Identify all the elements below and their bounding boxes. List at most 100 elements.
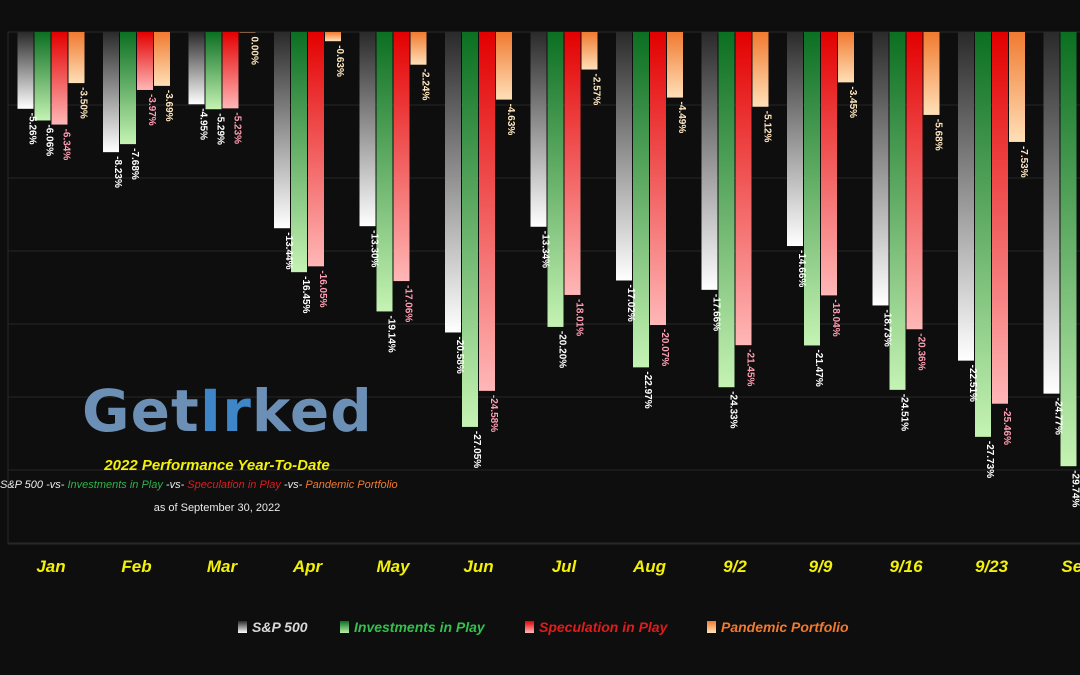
bar-sip-0	[51, 32, 68, 125]
value-label-sip-9: -18.04%	[830, 299, 841, 336]
bar-ip-6	[547, 32, 564, 327]
value-label-ip-9: -21.47%	[813, 349, 824, 386]
bar-sp-2	[188, 32, 205, 105]
value-label-sp-6: -13.34%	[540, 231, 551, 268]
legend-swatch-sp	[238, 621, 247, 633]
bar-ip-5	[462, 32, 478, 427]
legend-label-sp: S&P 500	[252, 619, 308, 635]
bar-sip-2	[222, 32, 239, 109]
logo-part-ir: Ir	[199, 377, 252, 445]
bar-ip-11	[975, 32, 991, 437]
category-label-1: Feb	[121, 557, 151, 576]
vs-separator-1: -vs-	[43, 479, 68, 491]
value-label-sip-8: -21.45%	[745, 349, 756, 386]
value-label-ip-2: -5.29%	[215, 113, 226, 145]
value-label-sp-12: -24.77%	[1053, 398, 1064, 435]
value-label-pp-0: -3.50%	[78, 87, 89, 119]
series-comparison-line: S&P 500 -vs- Investments in Play -vs- Sp…	[0, 479, 398, 491]
bar-pp-11	[1009, 32, 1025, 142]
bar-ip-12	[1060, 32, 1077, 467]
legend-swatch-ip	[340, 621, 349, 633]
bar-sip-8	[735, 32, 752, 346]
category-label-12: Sep	[1061, 557, 1080, 576]
bar-sp-8	[701, 32, 718, 290]
grid-lines	[7, 31, 1080, 545]
value-label-ip-6: -20.20%	[557, 331, 568, 368]
value-label-pp-2: 0.00%	[249, 37, 260, 65]
vs-separator-3: -vs-	[280, 479, 306, 491]
bar-sp-10	[872, 32, 889, 306]
category-label-8: 9/2	[723, 557, 747, 576]
bar-sip-4	[393, 32, 410, 282]
bar-sp-4	[359, 32, 376, 227]
as-of-date: as of September 30, 2022	[153, 502, 281, 514]
value-label-ip-3: -16.45%	[300, 276, 311, 313]
bar-sp-1	[103, 32, 119, 153]
bar-pp-6	[581, 32, 598, 70]
category-label-10: 9/16	[889, 557, 923, 576]
value-label-pp-3: -0.63%	[334, 45, 345, 77]
chart-subtitle: 2022 Performance Year-To-Date	[104, 457, 330, 474]
bar-sp-12	[1043, 32, 1060, 394]
bar-sip-3	[308, 32, 324, 267]
legend-label-ip: Investments in Play	[354, 619, 485, 635]
bar-pp-10	[923, 32, 940, 115]
legend-label-pp: Pandemic Portfolio	[721, 619, 849, 635]
legend-item-sp: S&P 500	[238, 619, 308, 635]
bar-sip-9	[821, 32, 837, 296]
bar-sp-5	[445, 32, 461, 333]
bar-pp-5	[496, 32, 512, 100]
value-label-ip-12: -29.74%	[1070, 470, 1080, 507]
value-label-sp-9: -14.66%	[796, 250, 807, 287]
value-label-sp-4: -13.30%	[369, 230, 380, 267]
legend-label-sip: Speculation in Play	[539, 619, 668, 635]
value-label-ip-10: -24.51%	[899, 394, 910, 431]
value-label-sp-0: -5.26%	[27, 113, 38, 145]
value-label-sp-5: -20.58%	[454, 336, 465, 373]
bar-pp-9	[838, 32, 854, 83]
bar-pp-8	[752, 32, 769, 107]
value-label-ip-7: -22.97%	[642, 371, 653, 408]
bar-ip-2	[205, 32, 222, 110]
legend-item-ip: Investments in Play	[340, 619, 485, 635]
bar-ip-3	[291, 32, 307, 273]
value-label-ip-11: -27.73%	[984, 441, 995, 478]
value-label-sp-7: -17.02%	[625, 284, 636, 321]
bar-sip-6	[564, 32, 581, 295]
value-label-pp-9: -3.45%	[847, 86, 858, 118]
category-labels: Jan Feb Mar Apr May Jun Jul Aug 9/2 9/9 9/16 9/23 Se…	[36, 557, 1080, 576]
value-label-ip-8: -24.33%	[728, 391, 739, 428]
value-label-sip-10: -20.36%	[916, 333, 927, 370]
bar-sip-5	[479, 32, 495, 391]
value-label-pp-6: -2.57%	[591, 74, 602, 106]
bar-pp-2	[239, 32, 256, 33]
value-label-ip-4: -19.14%	[386, 315, 397, 352]
value-label-ip-0: -6.06%	[44, 124, 55, 156]
vs-sp: S&P 500	[0, 479, 44, 491]
value-label-pp-1: -3.69%	[163, 90, 174, 122]
legend-swatch-sip	[525, 621, 534, 633]
value-label-ip-1: -7.68%	[129, 148, 140, 180]
getirked-logo: GetIrked	[82, 382, 373, 440]
vs-pp: Pandemic Portfolio	[305, 479, 398, 491]
bar-sp-9	[787, 32, 803, 247]
value-label-pp-10: -5.68%	[933, 119, 944, 151]
value-label-sp-10: -18.73%	[882, 309, 893, 346]
bar-sip-10	[906, 32, 923, 330]
bar-pp-3	[325, 32, 341, 42]
category-label-5: Jun	[463, 557, 493, 576]
value-label-pp-5: -4.63%	[505, 104, 516, 136]
legend: S&P 500 Investments in Play Speculation …	[0, 619, 1080, 637]
category-label-6: Jul	[552, 557, 578, 576]
legend-swatch-pp	[707, 621, 716, 633]
vs-ip: Investments in Play	[67, 479, 163, 491]
category-label-4: May	[376, 557, 411, 576]
value-label-sip-5: -24.58%	[488, 395, 499, 432]
bar-sip-7	[650, 32, 666, 326]
bars	[17, 32, 1077, 467]
vs-sip: Speculation in Play	[187, 479, 281, 491]
value-label-sp-3: -13.44%	[283, 232, 294, 269]
bar-ip-9	[804, 32, 820, 346]
